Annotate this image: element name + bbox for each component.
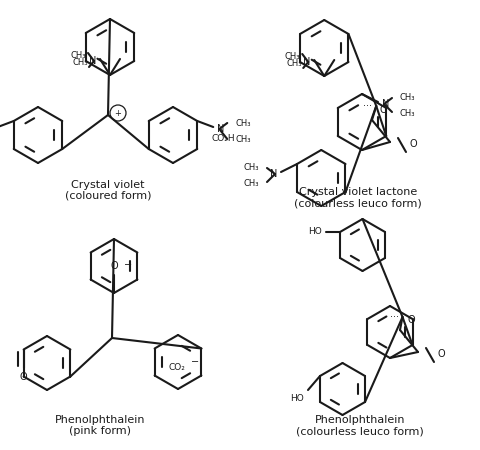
Text: CH₃: CH₃ [235, 118, 251, 127]
Text: Crystal violet lactone: Crystal violet lactone [299, 187, 417, 197]
Text: N: N [270, 169, 277, 179]
Text: (colourless leuco form): (colourless leuco form) [294, 198, 422, 208]
Text: N: N [89, 56, 96, 66]
Text: (coloured form): (coloured form) [65, 191, 151, 201]
Text: Phenolphthalein: Phenolphthalein [55, 415, 145, 425]
Text: N: N [382, 99, 389, 109]
Text: HO: HO [290, 394, 304, 403]
Text: +: + [115, 108, 121, 117]
Text: N: N [303, 57, 310, 67]
Text: O: O [20, 372, 27, 382]
Text: Crystal violet: Crystal violet [71, 180, 145, 190]
Text: N: N [217, 124, 225, 134]
Text: HO: HO [308, 228, 322, 237]
Text: Phenolphthalein: Phenolphthalein [315, 415, 405, 425]
Text: (colourless leuco form): (colourless leuco form) [296, 426, 424, 436]
Text: CH₃: CH₃ [287, 59, 302, 68]
Text: O: O [408, 315, 416, 325]
Text: CO₂H: CO₂H [211, 134, 235, 143]
Text: ···: ··· [389, 312, 398, 322]
Text: (pink form): (pink form) [69, 426, 131, 436]
Text: −: − [124, 260, 132, 270]
Text: CO₂: CO₂ [168, 363, 185, 372]
Text: CH₃: CH₃ [235, 135, 251, 144]
Text: CH₃: CH₃ [72, 58, 88, 67]
Text: CH₃: CH₃ [400, 109, 416, 118]
Text: O: O [438, 349, 445, 359]
Text: ···: ··· [363, 101, 372, 111]
Text: O: O [410, 139, 418, 149]
Text: −: − [191, 356, 199, 366]
Text: CH₃: CH₃ [71, 51, 86, 60]
Text: O: O [110, 261, 118, 271]
Text: O: O [380, 105, 388, 115]
Text: CH₃: CH₃ [243, 180, 259, 189]
Text: CH₃: CH₃ [400, 94, 416, 103]
Text: CH₃: CH₃ [243, 163, 259, 172]
Text: CH₃: CH₃ [285, 52, 300, 61]
